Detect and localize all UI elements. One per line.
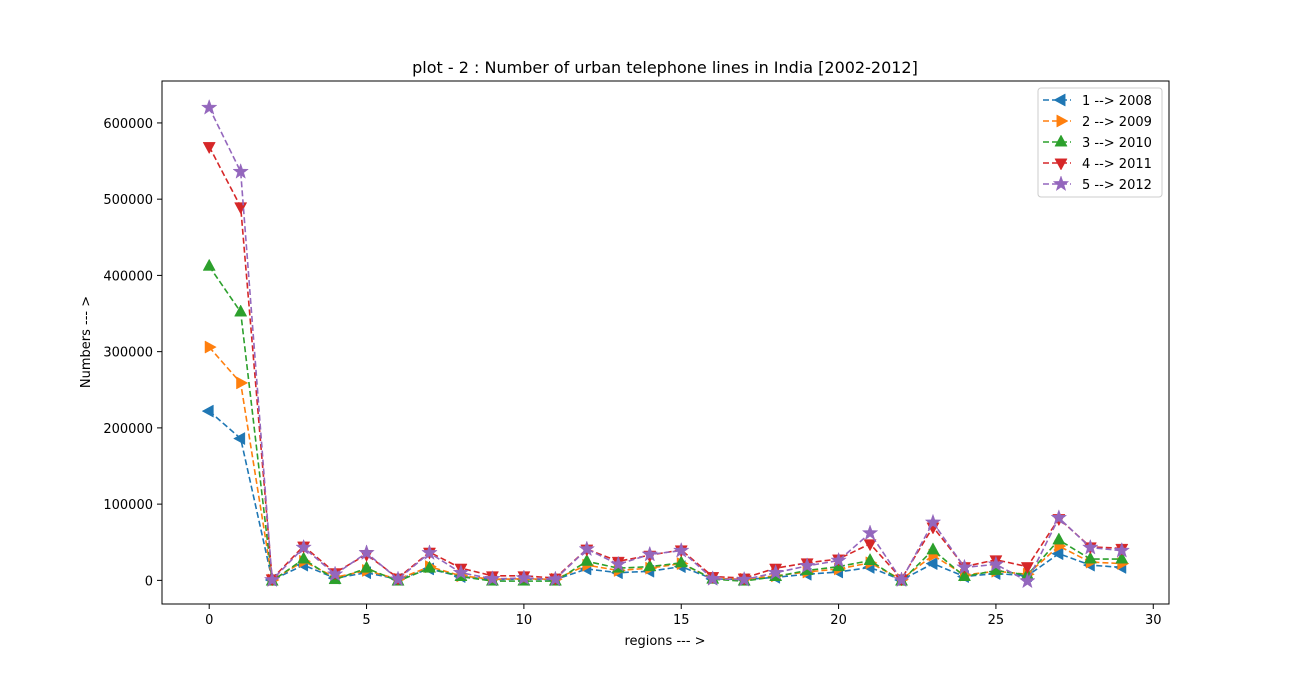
x-axis-label: regions --- > <box>624 634 705 649</box>
data-point <box>672 541 690 558</box>
legend-label: 3 --> 2010 <box>1082 136 1152 151</box>
data-point <box>1113 541 1131 558</box>
y-tick-label: 300000 <box>103 346 153 361</box>
data-point <box>1052 532 1066 545</box>
x-tick-label: 20 <box>830 613 847 628</box>
legend-marker <box>1056 114 1069 128</box>
legend-entry: 5 --> 2012 <box>1043 175 1152 193</box>
data-point <box>236 376 249 390</box>
series-line <box>208 265 1122 583</box>
legend-marker <box>1053 93 1066 107</box>
series-5 <box>200 98 1131 589</box>
data-point <box>863 539 877 552</box>
data-point <box>925 557 938 571</box>
data-point <box>200 98 218 115</box>
data-point <box>201 404 214 418</box>
legend-entry: 1 --> 2008 <box>1043 93 1152 109</box>
x-tick-label: 10 <box>516 613 533 628</box>
y-tick-label: 200000 <box>103 422 153 437</box>
legend-label: 2 --> 2009 <box>1082 115 1152 130</box>
y-tick-label: 400000 <box>103 269 153 284</box>
legend-label: 5 --> 2012 <box>1082 178 1152 193</box>
data-point <box>1083 551 1097 564</box>
data-point <box>798 557 816 573</box>
legend-entry: 4 --> 2011 <box>1043 157 1152 172</box>
legend-marker <box>1054 134 1068 147</box>
x-tick-label: 30 <box>1145 613 1162 628</box>
data-point <box>674 555 688 568</box>
data-point <box>956 558 973 575</box>
data-point <box>202 142 216 155</box>
legend-label: 4 --> 2011 <box>1082 157 1152 172</box>
y-tick-label: 0 <box>145 574 153 589</box>
chart-title: plot - 2 : Number of urban telephone lin… <box>412 58 918 77</box>
data-point <box>1050 509 1068 525</box>
plot-area <box>161 80 1170 605</box>
y-tick-label: 500000 <box>103 193 153 208</box>
data-point <box>987 555 1005 572</box>
data-point <box>204 340 217 354</box>
data-point <box>452 563 470 580</box>
data-point <box>580 553 594 566</box>
data-point <box>1115 551 1129 564</box>
data-point <box>422 560 436 573</box>
data-point <box>547 570 564 587</box>
series-layer <box>200 98 1131 589</box>
data-point <box>421 544 438 561</box>
data-point <box>234 202 248 215</box>
data-point <box>515 569 533 586</box>
data-point <box>263 571 281 588</box>
x-tick-label: 25 <box>988 613 1005 628</box>
legend-entry: 3 --> 2010 <box>1043 134 1152 151</box>
data-point <box>1020 562 1034 575</box>
data-point <box>957 569 971 582</box>
data-point <box>735 570 753 587</box>
data-point <box>641 545 659 562</box>
data-point <box>767 563 784 580</box>
data-point <box>234 304 248 317</box>
legend-label: 1 --> 2008 <box>1082 94 1152 109</box>
data-point <box>863 553 877 565</box>
legend: 1 --> 2008 2 --> 2009 3 --> 2010 4 --> 2011… <box>1037 87 1163 198</box>
data-point <box>358 544 375 561</box>
data-point <box>202 258 216 271</box>
data-point <box>643 559 657 572</box>
y-axis: 0 100000 200000 300000 400000 500000 600000 <box>103 117 162 589</box>
data-point <box>233 432 246 446</box>
data-point <box>484 570 501 586</box>
data-point <box>609 555 627 572</box>
data-point <box>578 540 596 557</box>
data-point <box>232 162 250 179</box>
data-point <box>360 560 374 573</box>
y-tick-label: 600000 <box>103 117 153 132</box>
data-point <box>924 513 942 530</box>
legend-entry: 2 --> 2009 <box>1043 114 1152 130</box>
data-point <box>926 542 940 555</box>
data-point <box>830 551 847 568</box>
data-point <box>861 524 879 541</box>
data-point <box>326 565 344 582</box>
data-point <box>1019 572 1036 589</box>
x-tick-label: 5 <box>362 613 370 628</box>
series-line <box>208 107 1122 583</box>
legend-frame <box>1037 87 1163 198</box>
data-point <box>295 538 312 555</box>
data-point <box>389 570 407 587</box>
x-tick-label: 15 <box>673 613 690 628</box>
legend-marker <box>1054 158 1068 171</box>
data-point <box>297 551 311 564</box>
data-point <box>1081 538 1099 555</box>
legend-marker <box>1052 175 1070 192</box>
x-tick-label: 0 <box>205 613 213 628</box>
data-point <box>704 570 722 586</box>
x-axis: 0 5 10 15 20 25 30 <box>205 604 1162 628</box>
data-point <box>893 571 910 588</box>
y-axis-label: Numbers --- > <box>79 296 94 388</box>
y-tick-label: 100000 <box>103 498 153 513</box>
